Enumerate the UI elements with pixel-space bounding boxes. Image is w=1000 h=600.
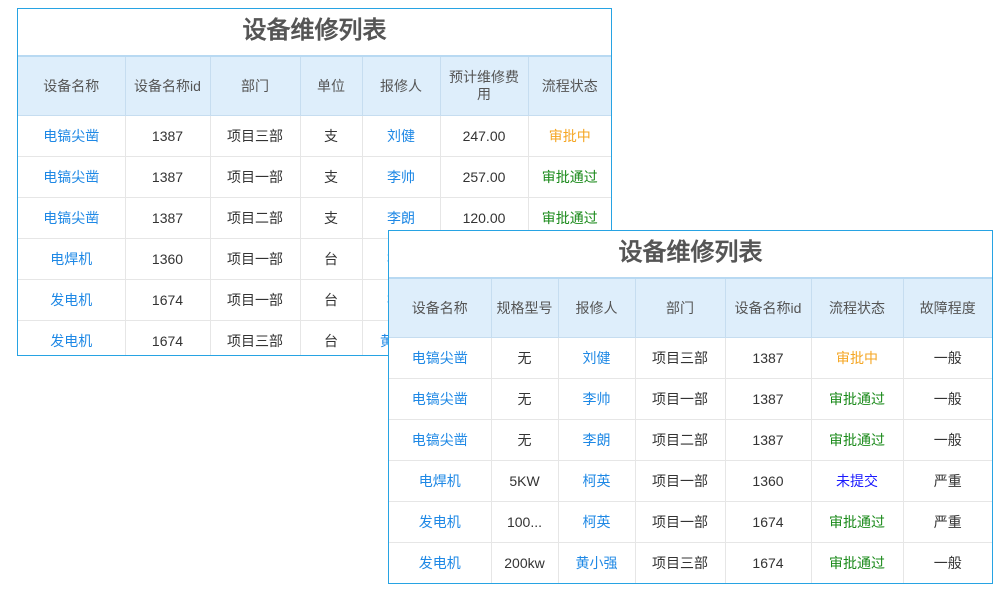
cell-severity: 一般 [902,378,992,420]
cell-id: 1387 [124,156,211,198]
cell-name[interactable]: 发电机 [389,542,492,583]
cell-dept: 项目一部 [209,238,301,280]
column-header: 设备名称id [724,279,812,338]
cell-name[interactable]: 电镐尖凿 [389,419,492,461]
cell-reporter[interactable]: 李朗 [557,419,636,461]
column-header: 规格型号 [490,279,559,338]
cell-unit: 台 [299,279,363,321]
cell-dept: 项目一部 [209,279,301,321]
cell-dept: 项目一部 [209,156,301,198]
cell-name[interactable]: 发电机 [18,279,126,321]
table-row[interactable]: 电镐尖凿无李帅 项目一部 1387 审批通过 一般 [389,378,992,420]
cell-id: 1387 [724,337,812,379]
column-header: 流程状态 [810,279,904,338]
cell-name[interactable]: 电镐尖凿 [18,115,126,157]
cell-spec: 100... [490,501,559,543]
cell-dept: 项目一部 [634,501,726,543]
cell-status: 审批通过 [810,419,904,461]
cell-unit: 台 [299,238,363,280]
repair-list-panel-2: 设备维修列表 设备名称 规格型号 报修人 部门 设备名称id 流程状态 故障程度 电镐尖凿无… [388,230,993,584]
cell-dept: 项目一部 [634,378,726,420]
column-header: 部门 [209,57,301,116]
cell-cost: 247.00 [439,115,529,157]
cell-name[interactable]: 发电机 [18,320,126,355]
column-header: 单位 [299,57,363,116]
cell-id: 1674 [724,542,812,583]
cell-reporter[interactable]: 刘健 [361,115,441,157]
cell-unit: 支 [299,197,363,239]
cell-id: 1387 [124,197,211,239]
cell-reporter[interactable]: 柯英 [557,460,636,502]
cell-severity: 一般 [902,419,992,461]
table-row[interactable]: 发电机 100... 柯英 项目一部 1674 审批通过 严重 [389,501,992,543]
cell-reporter[interactable]: 李帅 [361,156,441,198]
cell-dept: 项目三部 [209,115,301,157]
cell-id: 1674 [124,320,211,355]
column-header: 流程状态 [527,57,611,116]
cell-spec: 无 [490,419,559,461]
cell-unit: 支 [299,115,363,157]
cell-id: 1674 [124,279,211,321]
column-header: 设备名称 [389,279,492,338]
column-header: 部门 [634,279,726,338]
cell-reporter[interactable]: 刘健 [557,337,636,379]
cell-dept: 项目二部 [209,197,301,239]
cell-dept: 项目三部 [209,320,301,355]
cell-dept: 项目一部 [634,460,726,502]
cell-spec: 无 [490,378,559,420]
cell-id: 1360 [124,238,211,280]
panel-title: 设备维修列表 [18,9,611,57]
table-row[interactable]: 电镐尖凿 1387 项目一部支李帅 257.00 审批通过 [18,156,611,198]
cell-unit: 台 [299,320,363,355]
cell-id: 1674 [724,501,812,543]
column-header: 报修人 [361,57,441,116]
cell-unit: 支 [299,156,363,198]
cell-status: 未提交 [810,460,904,502]
cell-name[interactable]: 电焊机 [389,460,492,502]
cell-status: 审批通过 [810,542,904,583]
cell-name[interactable]: 电镐尖凿 [389,378,492,420]
cell-reporter[interactable]: 黄小强 [557,542,636,583]
column-header: 设备名称id [124,57,211,116]
cell-name[interactable]: 电焊机 [18,238,126,280]
column-header: 报修人 [557,279,636,338]
cell-dept: 项目二部 [634,419,726,461]
cell-severity: 严重 [902,460,992,502]
cell-status: 审批通过 [810,501,904,543]
cell-severity: 严重 [902,501,992,543]
column-header: 故障程度 [902,279,992,338]
cell-dept: 项目三部 [634,337,726,379]
cell-status: 审批中 [810,337,904,379]
repair-table-2: 设备名称 规格型号 报修人 部门 设备名称id 流程状态 故障程度 电镐尖凿无刘健 项目三部 1… [389,279,992,583]
table-row[interactable]: 电焊机 5KW 柯英 项目一部 1360 未提交 严重 [389,460,992,502]
cell-name[interactable]: 电镐尖凿 [18,197,126,239]
cell-id: 1387 [724,378,812,420]
cell-name[interactable]: 发电机 [389,501,492,543]
cell-spec: 无 [490,337,559,379]
cell-status: 审批中 [527,115,611,157]
cell-severity: 一般 [902,337,992,379]
table-row[interactable]: 电镐尖凿 1387 项目三部支刘健 247.00 审批中 [18,115,611,157]
cell-spec: 200kw [490,542,559,583]
cell-severity: 一般 [902,542,992,583]
cell-reporter[interactable]: 柯英 [557,501,636,543]
cell-status: 审批通过 [527,156,611,198]
cell-id: 1387 [124,115,211,157]
cell-name[interactable]: 电镐尖凿 [389,337,492,379]
table-row[interactable]: 电镐尖凿无刘健 项目三部 1387 审批中 一般 [389,337,992,379]
cell-spec: 5KW [490,460,559,502]
table-row[interactable]: 发电机 200kw 黄小强 项目三部 1674 审批通过 一般 [389,542,992,583]
cell-id: 1360 [724,460,812,502]
cell-name[interactable]: 电镐尖凿 [18,156,126,198]
cell-reporter[interactable]: 李帅 [557,378,636,420]
table-row[interactable]: 电镐尖凿无李朗 项目二部 1387 审批通过 一般 [389,419,992,461]
cell-cost: 257.00 [439,156,529,198]
panel-title: 设备维修列表 [389,231,992,279]
column-header: 预计维修费用 [439,57,529,116]
cell-status: 审批通过 [810,378,904,420]
column-header: 设备名称 [18,57,126,116]
cell-dept: 项目三部 [634,542,726,583]
cell-id: 1387 [724,419,812,461]
